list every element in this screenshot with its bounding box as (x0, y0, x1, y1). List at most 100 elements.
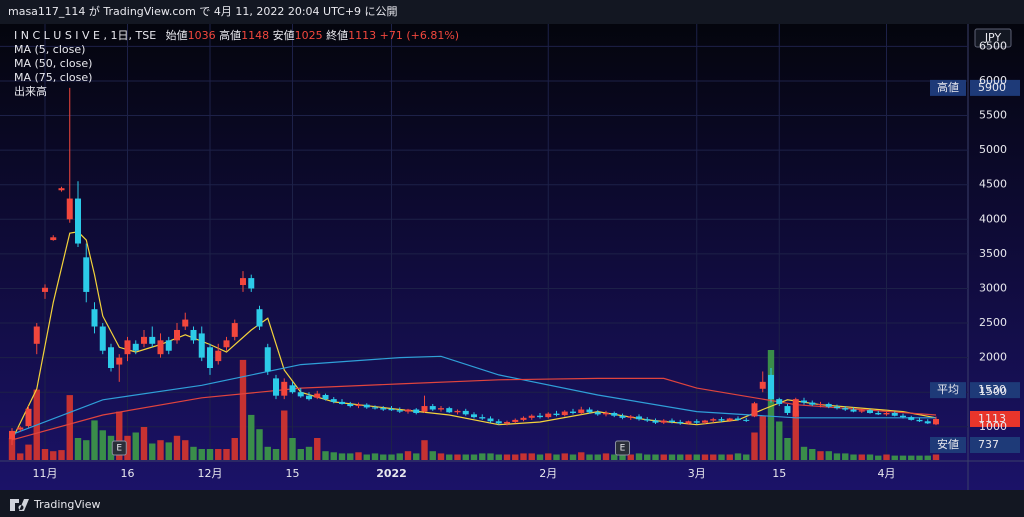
candle-body (462, 410, 469, 415)
candle-body (281, 381, 288, 396)
candle-body (792, 399, 799, 417)
candle-body (198, 333, 205, 358)
volume-bar (924, 455, 931, 460)
volume-bar (446, 454, 453, 460)
candle-body (677, 421, 684, 424)
candle-body (479, 417, 486, 419)
candle-body (751, 403, 758, 417)
candle-body (182, 319, 189, 327)
volume-bar (743, 454, 750, 460)
volume-bar (734, 453, 742, 460)
volume-bar (594, 454, 601, 460)
candle-body (322, 394, 329, 400)
volume-bar (404, 451, 412, 460)
price-tag-label: 平均 (937, 383, 959, 396)
volume-bar (726, 454, 733, 460)
volume-bar (429, 451, 436, 460)
volume-bar (908, 455, 915, 460)
volume-bar (454, 454, 461, 460)
candle-body (75, 198, 81, 244)
candle-body (561, 411, 568, 416)
volume-bar (668, 454, 676, 460)
volume-bar (371, 453, 379, 460)
price-tag-value-bg (970, 436, 1020, 453)
earnings-label: E (116, 444, 122, 454)
y-tick-label: 4000 (979, 212, 1007, 225)
volume-bar (338, 453, 346, 460)
volume-bar (759, 416, 766, 460)
volume-bar (289, 438, 296, 460)
x-tick-label: 12月 (198, 467, 223, 480)
volume-bar (17, 453, 24, 460)
volume-bar (528, 453, 535, 460)
volume-pane (8, 350, 940, 460)
volume-bar (751, 432, 758, 460)
candle-body (9, 430, 15, 440)
candle-body (42, 287, 48, 292)
volume-bar (83, 440, 90, 460)
volume-bar (800, 446, 808, 460)
candle-body (273, 378, 279, 396)
volume-bar (25, 444, 32, 460)
price-tag-label-bg (930, 436, 966, 453)
volume-bar (396, 453, 403, 460)
candle-body (33, 326, 40, 344)
volume-bar (182, 440, 189, 460)
volume-bar (776, 421, 783, 460)
low-value: 1025 (295, 29, 323, 42)
candle-body (438, 408, 444, 410)
candle-body (586, 409, 593, 413)
candle-body (570, 411, 576, 413)
candle-body (776, 399, 783, 404)
candles (9, 87, 939, 445)
candle-body (207, 347, 213, 369)
y-tick-label: 1500 (979, 385, 1007, 398)
tradingview-logo: TradingView (10, 498, 100, 511)
volume-bar (355, 452, 362, 460)
footer-bar (0, 490, 1024, 517)
price-tag-label: 高値 (937, 80, 959, 94)
volume-bar (347, 453, 354, 460)
volume-bar (569, 454, 577, 460)
earnings-label: E (620, 444, 626, 454)
volume-bar (883, 454, 890, 460)
volume-bar (611, 454, 618, 460)
volume-bar (8, 438, 16, 460)
open-value: 1036 (188, 29, 216, 42)
volume-bar (462, 454, 469, 460)
candle-body (240, 278, 246, 286)
y-tick-label: 3500 (979, 247, 1007, 260)
candle-body (520, 417, 527, 420)
candle-body (446, 408, 453, 413)
candle-body (231, 323, 238, 337)
legend-ohlc: I N C L U S I V E , 1日, TSE 始値1036 高値114… (14, 28, 459, 42)
volume-bar (833, 453, 841, 460)
candle-body (685, 421, 692, 424)
candle-body (108, 347, 114, 369)
candle-body (165, 340, 172, 351)
candle-body (916, 419, 923, 422)
candle-body (850, 409, 857, 412)
volume-bar (149, 443, 156, 460)
logo-mark (10, 499, 29, 511)
x-tick-label: 2月 (539, 467, 557, 480)
candle-body (215, 350, 222, 362)
candle-body (297, 392, 304, 397)
candle-body (421, 406, 428, 412)
volume-bar (198, 449, 205, 460)
volume-bar (132, 432, 139, 460)
price-tag-value: 737 (978, 438, 999, 451)
volume-bar (363, 454, 370, 460)
y-tick-label: 2000 (979, 351, 1007, 364)
volume-bar (842, 453, 849, 460)
legend-ma75: MA (75, close) (14, 71, 92, 84)
volume-bar (578, 452, 585, 460)
volume-bar (858, 454, 865, 460)
candle-body (867, 410, 873, 413)
high-value: 1148 (241, 29, 269, 42)
volume-bar (710, 454, 717, 460)
volume-bar (767, 350, 775, 460)
candle-body (50, 237, 57, 241)
price-tag-value: 1113 (978, 412, 1006, 425)
volume-bar (256, 429, 263, 460)
